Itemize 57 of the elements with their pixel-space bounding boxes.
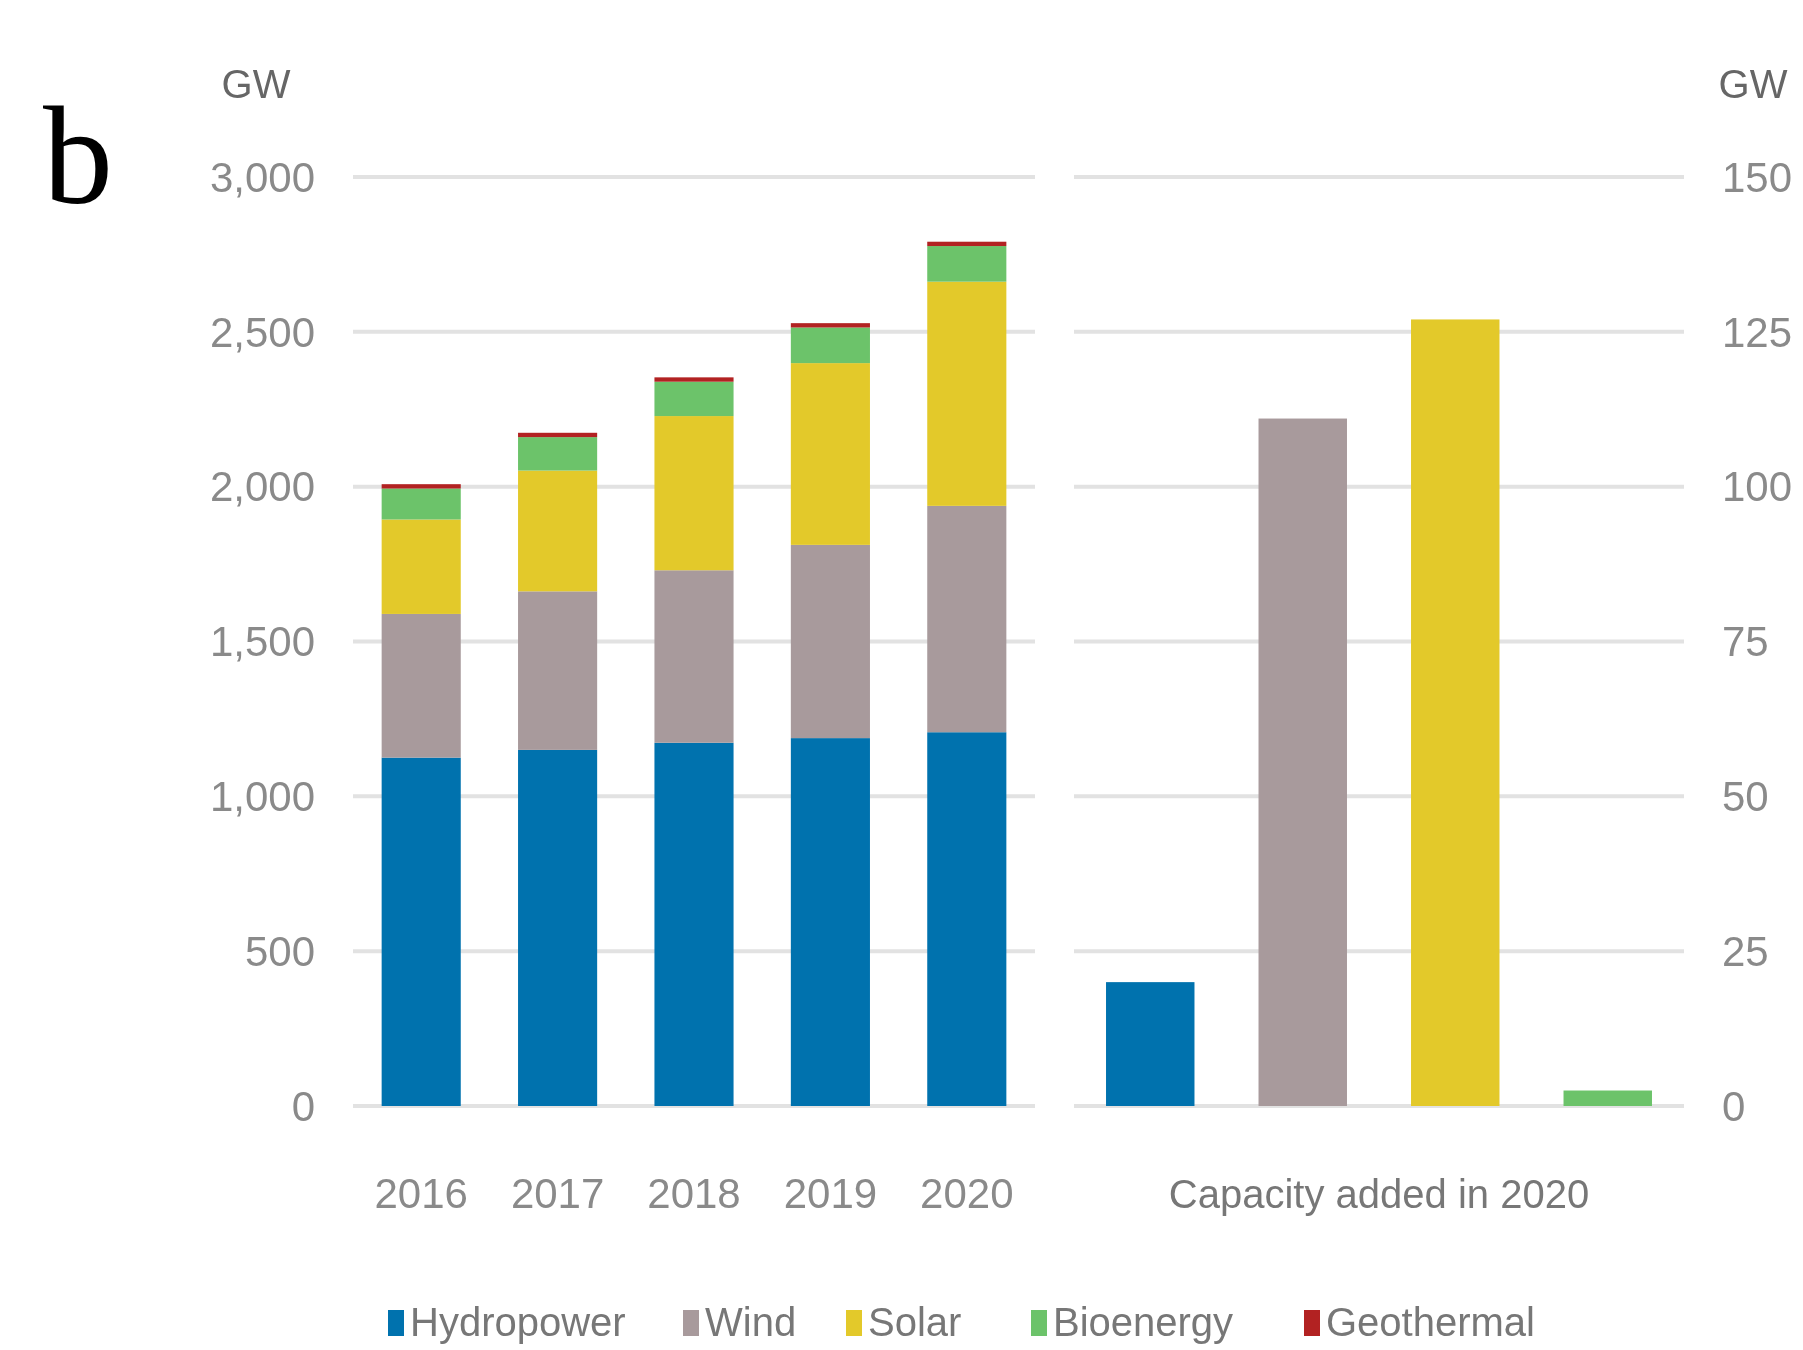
bar	[927, 732, 1007, 1106]
y-tick-label: 75	[1722, 618, 1769, 666]
x-axis-title: Capacity added in 2020	[1168, 1172, 1590, 1216]
bar	[790, 738, 870, 1106]
bar	[790, 363, 870, 545]
bar	[518, 749, 598, 1106]
bar	[654, 416, 734, 571]
legend-label: Bioenergy	[1053, 1300, 1234, 1344]
bar	[790, 323, 870, 328]
bar	[790, 544, 870, 739]
x-tick-label: 2017	[510, 1170, 605, 1217]
y-tick-label: 0	[291, 1082, 315, 1130]
bar	[381, 488, 461, 520]
y-tick-label: 50	[1722, 773, 1769, 821]
y-tick-label: 1,500	[209, 618, 315, 666]
bar	[927, 241, 1007, 247]
bar	[1411, 319, 1500, 1106]
y-tick-label: 100	[1722, 463, 1793, 511]
bar	[1106, 982, 1195, 1106]
legend-label: Hydropower	[410, 1300, 626, 1344]
bar	[654, 742, 734, 1106]
bar	[927, 281, 1007, 506]
bar	[927, 246, 1007, 282]
y-tick-label: 25	[1722, 927, 1769, 975]
y-tick-label: 1,000	[209, 773, 315, 821]
y-tick-label: 500	[244, 927, 315, 975]
x-tick-label: 2018	[647, 1170, 741, 1217]
bar	[654, 381, 734, 417]
text: b	[43, 78, 113, 233]
bar	[927, 505, 1007, 733]
y-tick-label: 0	[1722, 1082, 1746, 1130]
bar	[518, 470, 598, 592]
bar	[518, 437, 598, 471]
y-tick-label: 150	[1722, 153, 1793, 201]
y-axis-title: GW	[1718, 62, 1788, 106]
bar	[790, 327, 870, 364]
bar	[1563, 1090, 1652, 1106]
x-tick-label: 2016	[374, 1170, 468, 1217]
bar	[654, 377, 734, 382]
bar	[381, 757, 461, 1106]
y-axis-title: GW	[221, 62, 291, 106]
bar	[381, 519, 461, 614]
legend-label: Wind	[705, 1300, 797, 1344]
y-tick-label: 125	[1722, 308, 1793, 356]
x-tick-label: 2019	[783, 1170, 878, 1217]
legend-label: Geothermal	[1326, 1300, 1535, 1344]
x-tick-label: 2020	[920, 1170, 1014, 1217]
y-tick-label: 3,000	[209, 153, 315, 201]
bar	[381, 484, 461, 489]
y-tick-label: 2,500	[209, 308, 315, 356]
bar	[381, 613, 461, 758]
legend-label: Solar	[868, 1300, 962, 1344]
bar	[518, 432, 598, 438]
bar	[518, 591, 598, 750]
bar	[1258, 418, 1347, 1106]
bar	[654, 570, 734, 743]
y-tick-label: 2,000	[209, 463, 315, 511]
